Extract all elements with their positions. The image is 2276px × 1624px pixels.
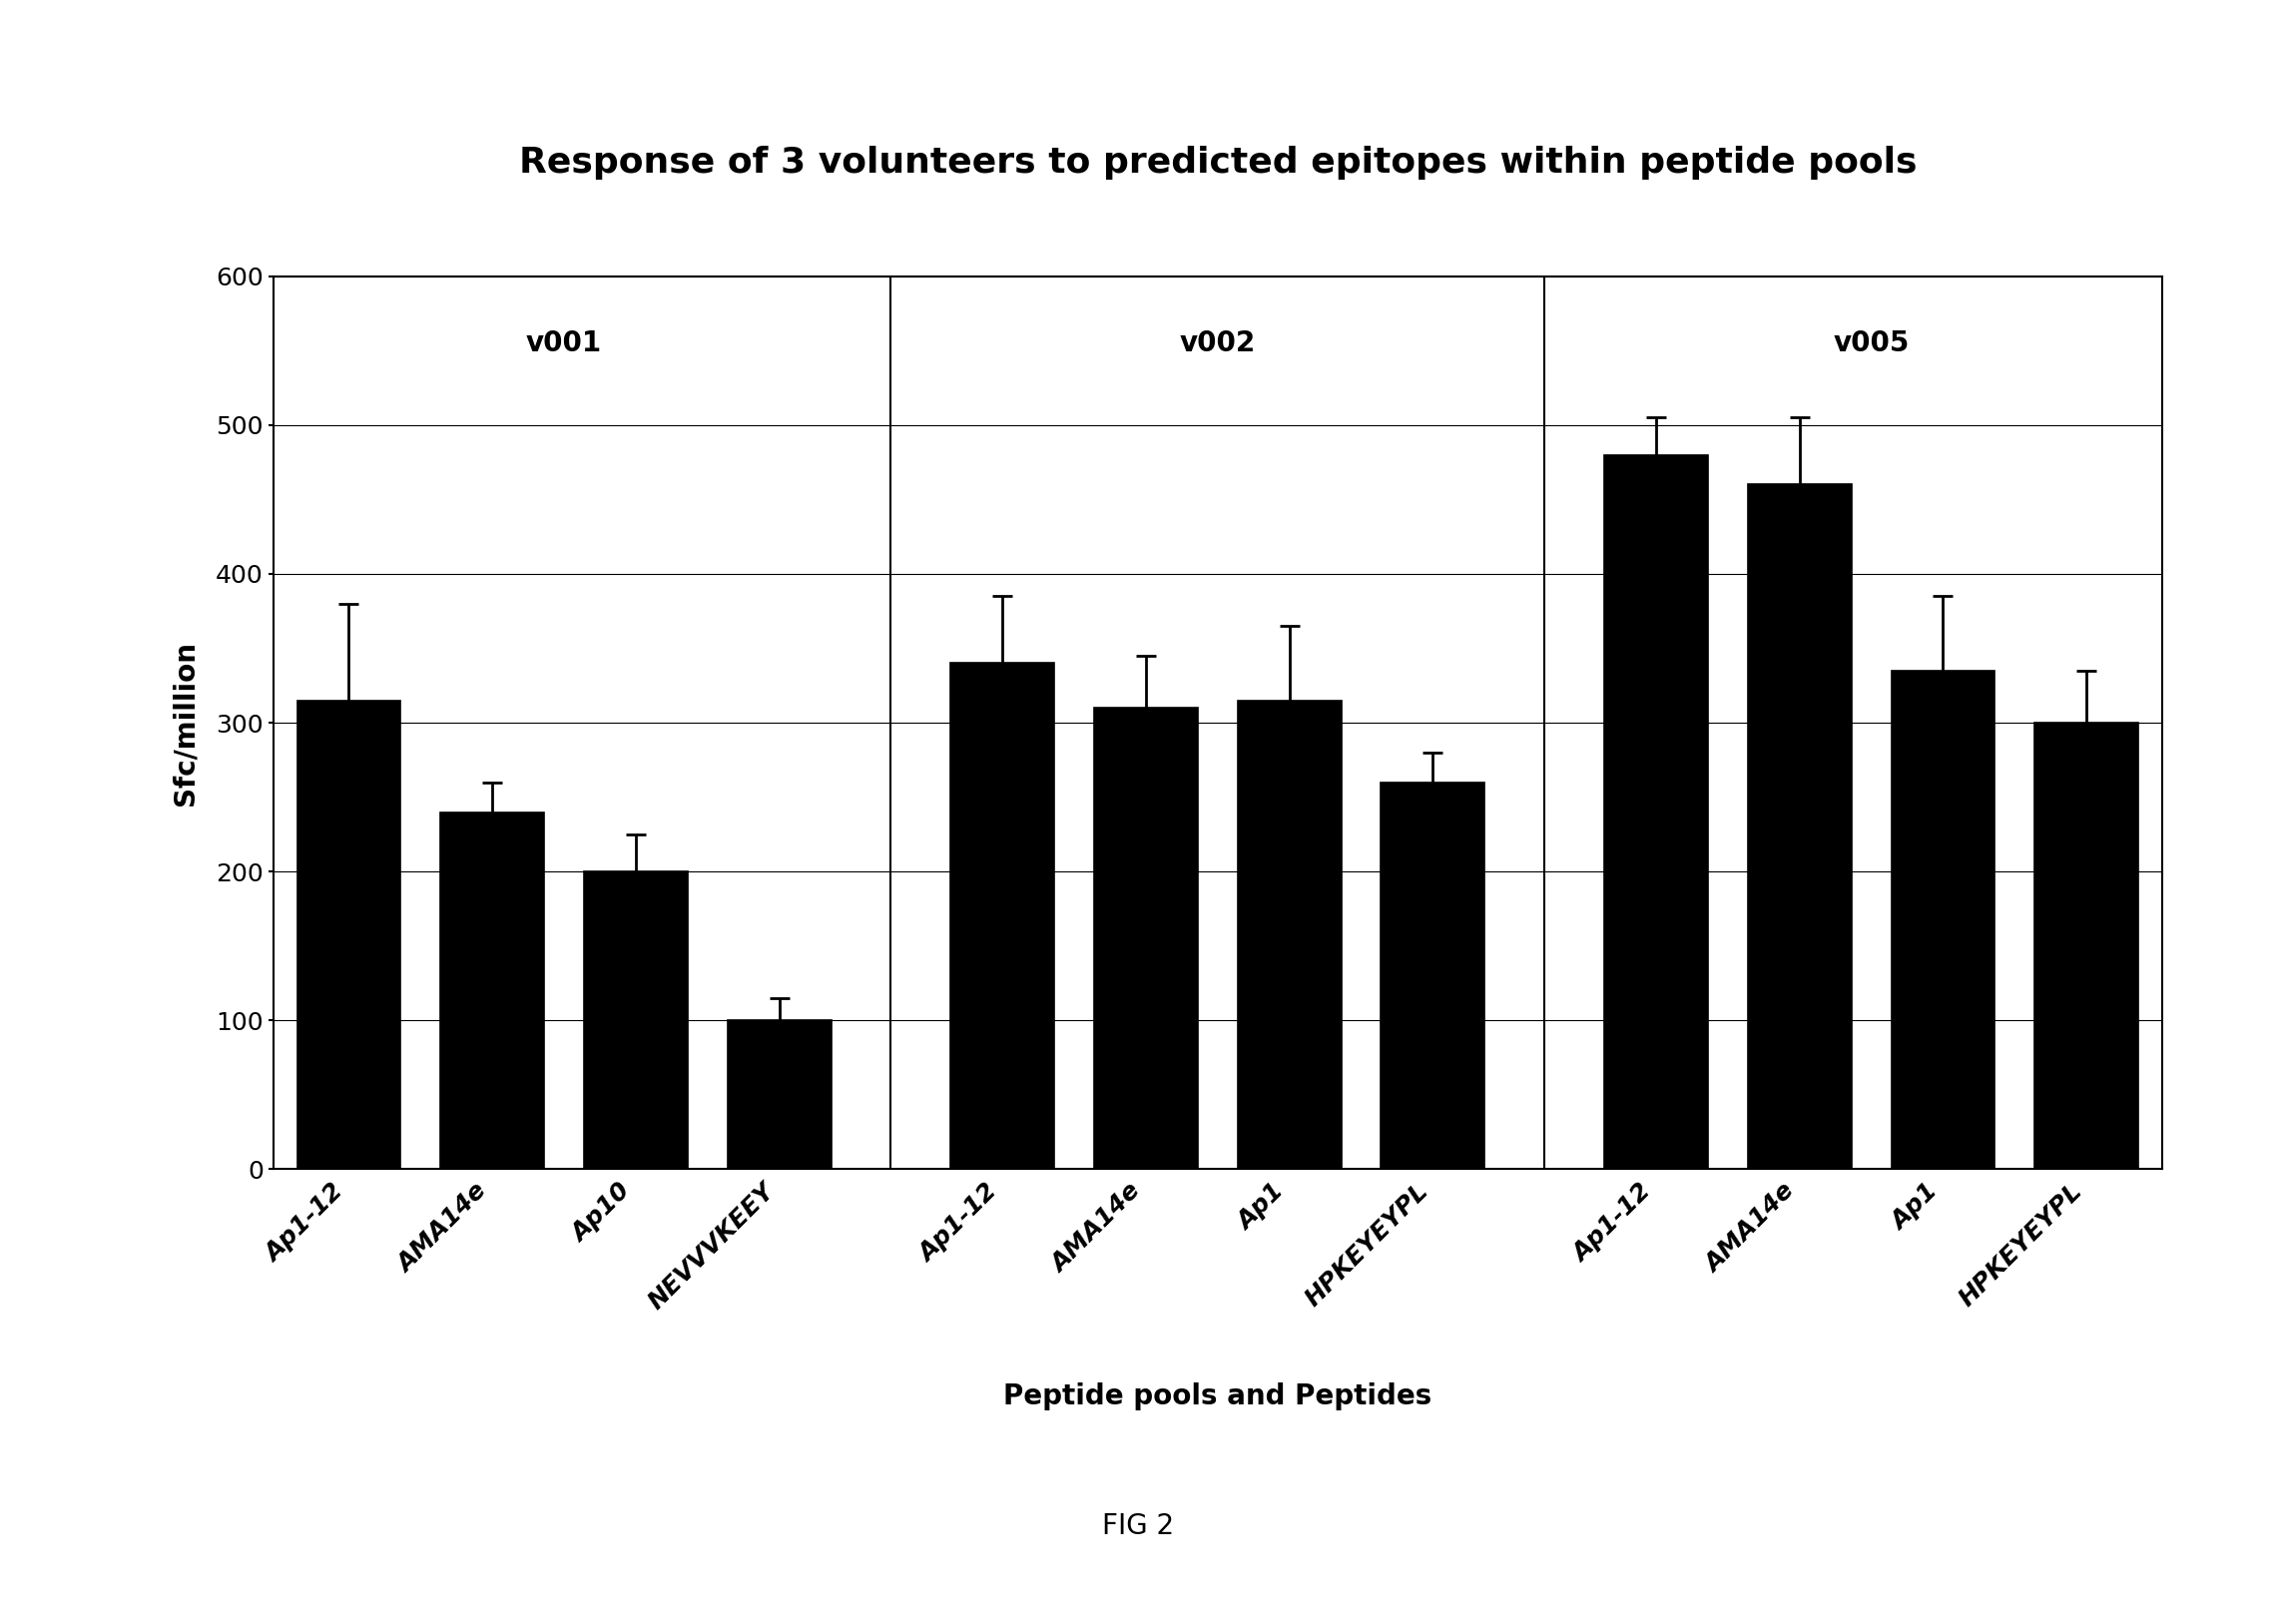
Bar bbox=[951, 663, 1054, 1169]
Text: v005: v005 bbox=[1832, 330, 1910, 357]
Bar bbox=[728, 1020, 831, 1169]
Bar bbox=[442, 812, 544, 1169]
Bar bbox=[1095, 708, 1197, 1169]
Y-axis label: Sfc/million: Sfc/million bbox=[171, 640, 198, 806]
Bar bbox=[2035, 723, 2137, 1169]
Bar bbox=[1382, 783, 1484, 1169]
Text: Response of 3 volunteers to predicted epitopes within peptide pools: Response of 3 volunteers to predicted ep… bbox=[519, 146, 1916, 179]
Text: v001: v001 bbox=[526, 330, 603, 357]
Bar bbox=[585, 872, 687, 1169]
Bar bbox=[1748, 484, 1850, 1169]
Bar bbox=[298, 700, 401, 1169]
Bar bbox=[1238, 700, 1341, 1169]
Text: Peptide pools and Peptides: Peptide pools and Peptides bbox=[1004, 1382, 1432, 1411]
Bar bbox=[1891, 671, 1994, 1169]
Text: v002: v002 bbox=[1179, 330, 1256, 357]
Bar bbox=[1605, 455, 1707, 1169]
Text: FIG 2: FIG 2 bbox=[1102, 1512, 1174, 1541]
